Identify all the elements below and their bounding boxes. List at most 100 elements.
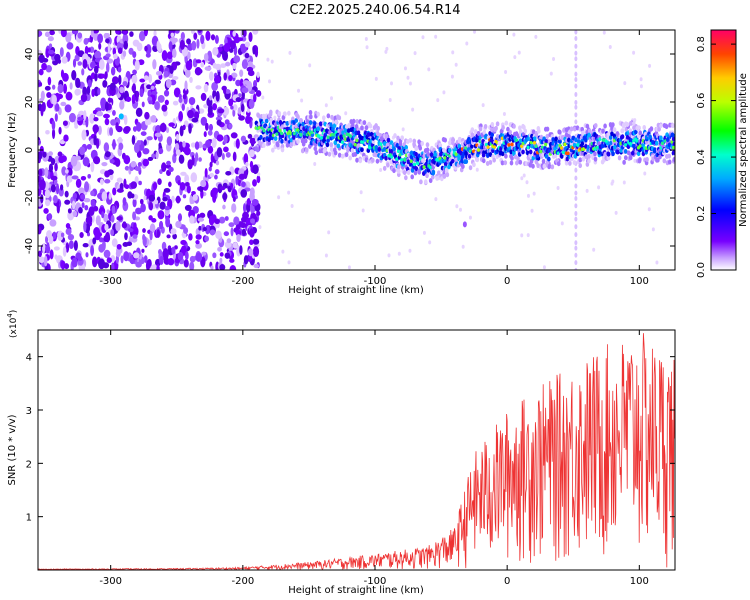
noise-cell [195, 239, 200, 245]
noise-column-cell [574, 232, 578, 238]
signal-core-cell [386, 137, 391, 143]
noise-cell [78, 207, 83, 214]
signal-halo-cell [472, 162, 476, 168]
noise-cell [44, 85, 51, 91]
signal-core-cell [651, 139, 655, 145]
signal-core-cell [429, 152, 434, 157]
noise-cell [136, 90, 140, 99]
signal-halo-cell [541, 158, 546, 164]
noise-cell [71, 200, 76, 210]
noise-cell [229, 40, 236, 50]
signal-core-cell [329, 122, 333, 128]
noise-cell [560, 221, 564, 226]
noise-cell [195, 59, 202, 64]
noise-cell [136, 121, 142, 132]
signal-core-cell [316, 126, 321, 132]
noise-cell [112, 187, 117, 196]
noise-cell [156, 40, 161, 51]
noise-cell [608, 44, 612, 49]
noise-cell [110, 262, 115, 270]
noise-column-cell [574, 252, 578, 258]
signal-halo-cell [382, 165, 387, 171]
noise-cell [203, 53, 209, 62]
signal-peak-cell [316, 134, 321, 138]
noise-cell [268, 79, 272, 84]
noise-cell [163, 70, 169, 78]
noise-cell [163, 188, 171, 193]
noise-cell [60, 232, 65, 238]
noise-cell [168, 181, 172, 188]
noise-cell [98, 258, 106, 270]
noise-cell [379, 167, 383, 172]
noise-cell [520, 233, 524, 238]
noise-cell [240, 135, 247, 143]
noise-cell [512, 32, 516, 37]
noise-cell [80, 93, 88, 103]
noise-cell [632, 50, 636, 55]
noise-cell [175, 133, 180, 142]
noise-cell [77, 32, 83, 39]
noise-cell [116, 243, 122, 250]
noise-cell [184, 80, 188, 91]
signal-core-cell [641, 142, 646, 148]
noise-cell [232, 196, 236, 202]
noise-cell [139, 78, 146, 83]
noise-cell [151, 90, 158, 96]
noise-cell [47, 36, 54, 42]
signal-core-cell [369, 131, 374, 137]
noise-cell [68, 240, 74, 250]
noise-cell [237, 107, 242, 115]
noise-cell [182, 194, 187, 199]
noise-cell [249, 160, 254, 169]
noise-cell [610, 181, 614, 186]
noise-cell [189, 261, 195, 270]
noise-cell [148, 73, 153, 84]
noise-cell [110, 214, 115, 223]
noise-cell [623, 81, 627, 86]
noise-cell [38, 168, 43, 177]
noise-cell [212, 47, 219, 56]
noise-cell [154, 101, 160, 110]
noise-cell [200, 92, 207, 102]
signal-halo-cell [268, 111, 273, 117]
signal-core-cell [308, 120, 313, 125]
noise-cell [159, 255, 164, 266]
noise-cell [131, 226, 139, 237]
colorbar-gradient [710, 29, 737, 271]
noise-cell [97, 125, 102, 136]
signal-core-cell [652, 148, 657, 154]
noise-cell [148, 194, 156, 202]
signal-halo-cell [518, 125, 522, 131]
noise-cell [159, 122, 167, 133]
signal-halo-cell [657, 126, 661, 132]
signal-core-cell [464, 159, 469, 164]
noise-cell [44, 167, 49, 178]
noise-cell [185, 60, 193, 71]
signal-halo-cell [397, 168, 401, 174]
noise-cell [185, 68, 191, 78]
noise-cell [461, 244, 465, 249]
noise-cell [51, 94, 57, 105]
noise-cell [209, 229, 216, 236]
signal-peak-cell [672, 145, 675, 150]
signal-core-cell [333, 140, 338, 146]
noise-cell [242, 203, 247, 213]
noise-cell [237, 37, 244, 42]
noise-cell [436, 98, 440, 103]
signal-halo-cell [287, 110, 291, 116]
signal-peak-cell [566, 151, 570, 156]
noise-cell [127, 228, 134, 233]
noise-cell [238, 115, 245, 121]
signal-peak-cell [355, 138, 359, 143]
noise-cell [465, 41, 469, 46]
noise-cell [204, 235, 210, 242]
noise-cell [105, 62, 110, 73]
signal-core-cell [332, 123, 337, 129]
noise-cell [49, 30, 55, 36]
noise-cell [235, 224, 241, 231]
noise-cell [130, 193, 135, 199]
noise-cell [81, 129, 87, 141]
signal-peak-cell [638, 144, 642, 148]
signal-halo-cell [509, 153, 513, 159]
signal-halo-cell [385, 142, 390, 148]
